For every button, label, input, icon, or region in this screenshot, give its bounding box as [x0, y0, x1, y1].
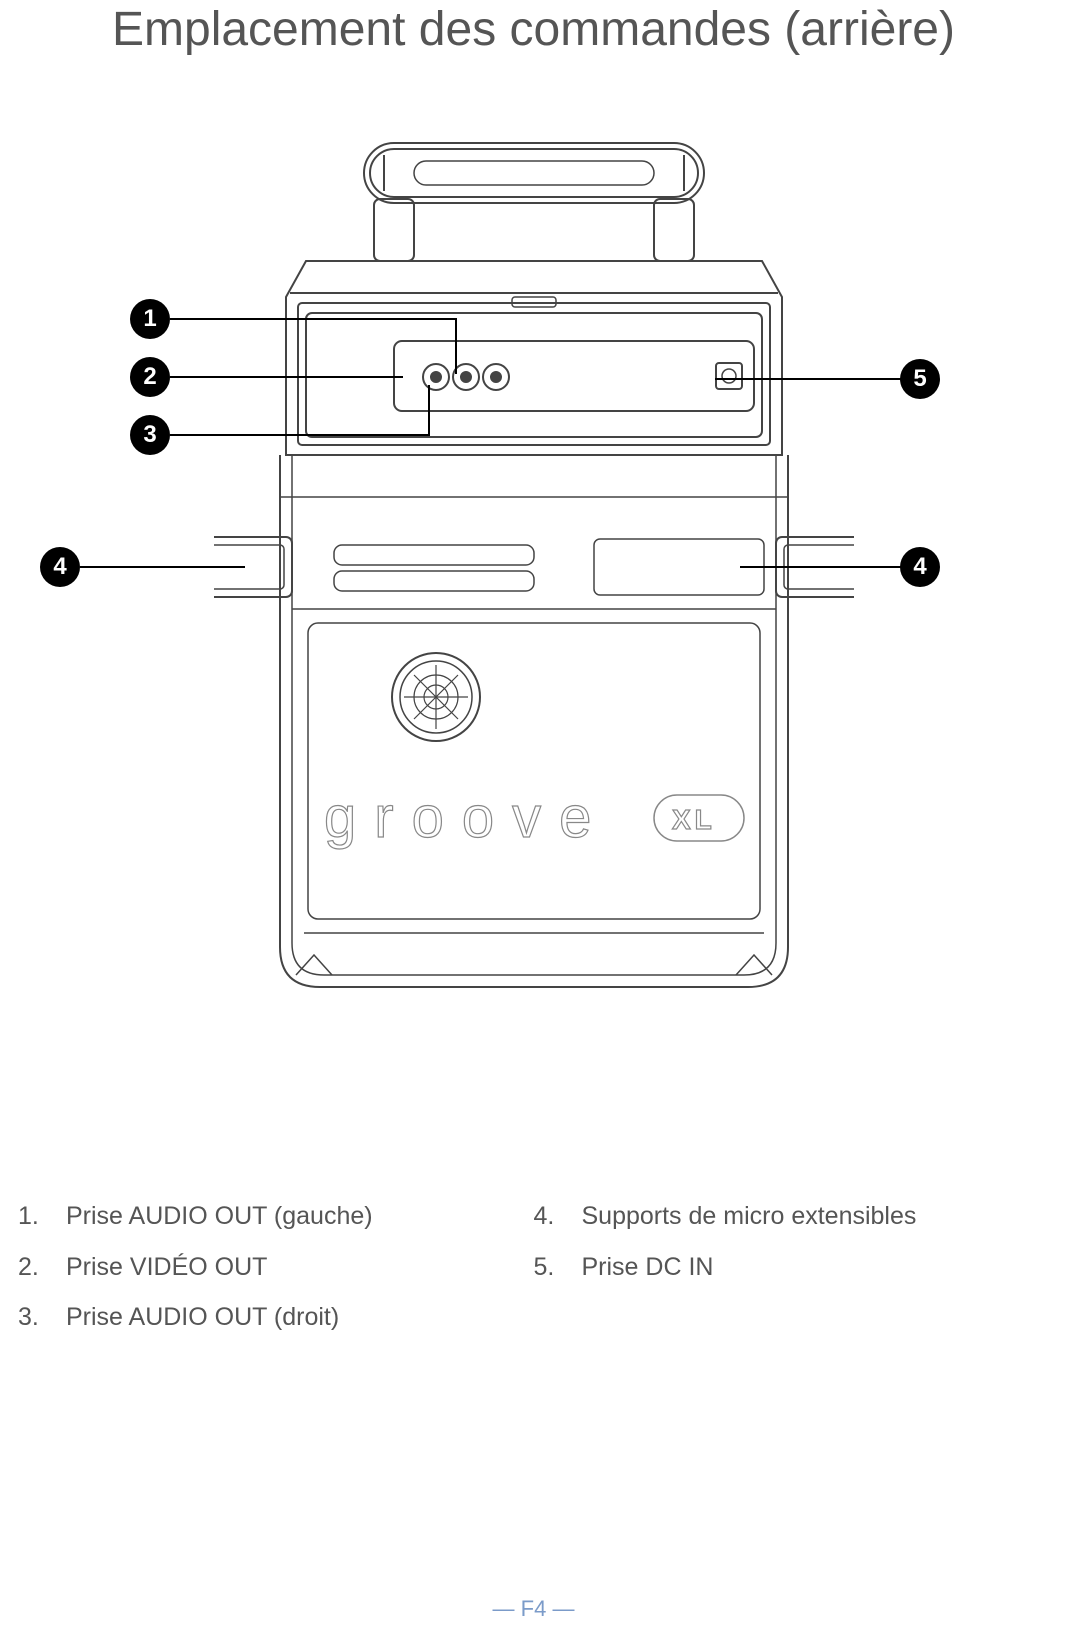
leader-line-3v — [428, 385, 430, 435]
legend-col-1: 1. Prise AUDIO OUT (gauche) 2. Prise VID… — [18, 1200, 534, 1352]
legend-text: Prise DC IN — [582, 1251, 714, 1284]
legend-num: 4. — [534, 1200, 582, 1233]
diagram-area: 1 2 3 4 5 4 — [0, 137, 1067, 1037]
legend-text: Prise AUDIO OUT (gauche) — [66, 1200, 373, 1233]
brand-logo: groove — [324, 785, 609, 850]
product-diagram: groove XL — [214, 137, 854, 1017]
leader-line-1 — [170, 318, 457, 320]
legend-num: 3. — [18, 1301, 66, 1334]
legend-num: 2. — [18, 1251, 66, 1284]
legend-text: Supports de micro extensibles — [582, 1200, 917, 1233]
legend-item: 4. Supports de micro extensibles — [534, 1200, 1050, 1233]
leader-line-1v — [455, 318, 457, 374]
legend-item: 5. Prise DC IN — [534, 1251, 1050, 1284]
callout-4-left: 4 — [40, 547, 80, 587]
leader-line-2 — [170, 376, 403, 378]
legend-col-2: 4. Supports de micro extensibles 5. Pris… — [534, 1200, 1050, 1352]
callout-3: 3 — [130, 415, 170, 455]
callout-5: 5 — [900, 359, 940, 399]
leader-line-4l — [80, 566, 245, 568]
callout-4-right: 4 — [900, 547, 940, 587]
leader-line-5 — [715, 378, 905, 380]
callout-2: 2 — [130, 357, 170, 397]
legend-text: Prise AUDIO OUT (droit) — [66, 1301, 339, 1334]
legend-text: Prise VIDÉO OUT — [66, 1251, 267, 1284]
legend: 1. Prise AUDIO OUT (gauche) 2. Prise VID… — [0, 1200, 1067, 1352]
legend-item: 1. Prise AUDIO OUT (gauche) — [18, 1200, 534, 1233]
xl-badge: XL — [672, 804, 716, 835]
legend-item: 2. Prise VIDÉO OUT — [18, 1251, 534, 1284]
page-title: Emplacement des commandes (arrière) — [0, 0, 1067, 57]
callout-1: 1 — [130, 299, 170, 339]
legend-item: 3. Prise AUDIO OUT (droit) — [18, 1301, 534, 1334]
legend-num: 1. — [18, 1200, 66, 1233]
leader-line-3 — [170, 434, 430, 436]
legend-num: 5. — [534, 1251, 582, 1284]
leader-line-4r — [740, 566, 905, 568]
page-footer: — F4 — — [0, 1596, 1067, 1622]
